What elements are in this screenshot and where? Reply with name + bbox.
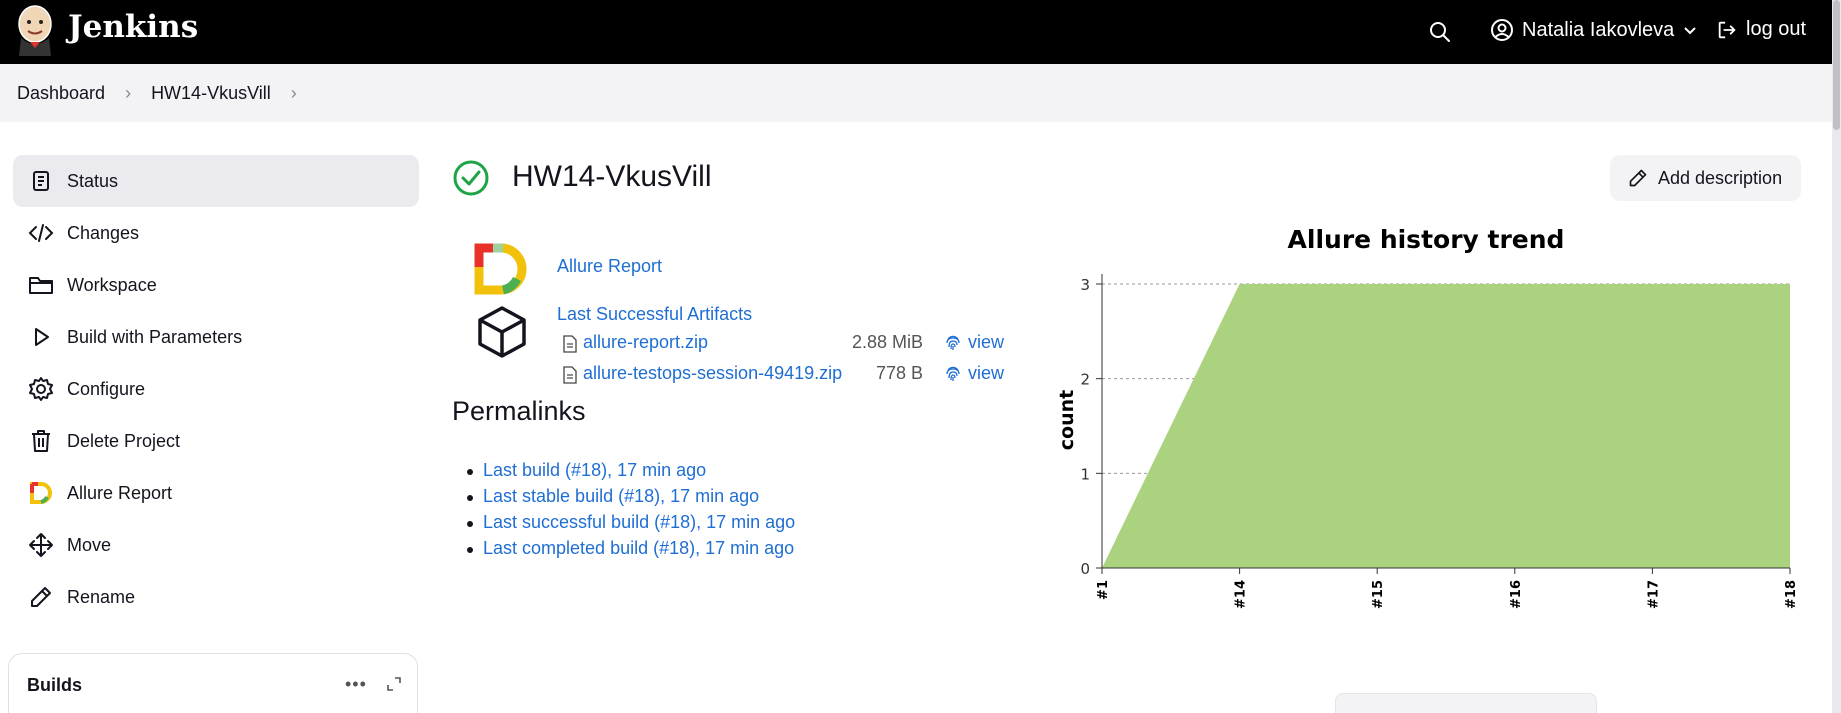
jenkins-logo[interactable] [15, 4, 55, 56]
x-tick-label: #17 [1646, 580, 1661, 609]
breadcrumb-project[interactable]: HW14-VkusVill [151, 82, 271, 103]
sidebar-item-label: Allure Report [67, 482, 173, 503]
chart-title: Allure history trend [1288, 225, 1565, 254]
y-tick-label: 3 [1080, 276, 1090, 294]
add-description-button[interactable]: Add description [1610, 155, 1801, 201]
file-icon [563, 366, 577, 389]
sidebar-item-label: Changes [67, 222, 140, 243]
y-tick-label: 0 [1080, 560, 1090, 578]
logout-label: log out [1746, 18, 1807, 40]
artifact-name[interactable]: allure-report.zip [583, 332, 709, 352]
code-icon [27, 219, 55, 247]
package-icon [474, 304, 530, 365]
top-header: Jenkins Natalia Iakovleva log out [0, 0, 1832, 64]
permalink-last-completed-build[interactable]: Last completed build (#18), 17 min ago [466, 538, 795, 564]
sidebar-item-label: Delete Project [67, 430, 181, 451]
allure-icon [27, 479, 55, 507]
add-description-label: Add description [1658, 167, 1783, 188]
more-options-icon[interactable]: ••• [345, 674, 367, 694]
sidebar-item-label: Workspace [67, 274, 157, 295]
page-title: HW14-VkusVill [512, 160, 712, 193]
fingerprint-icon[interactable] [944, 365, 962, 388]
floating-panel [1335, 693, 1597, 713]
artifact-name[interactable]: allure-testops-session-49419.zip [583, 363, 843, 383]
pencil-icon [27, 583, 55, 611]
builds-panel: Builds ••• [8, 653, 418, 713]
move-icon [27, 531, 55, 559]
artifact-row: allure-testops-session-49419.zip 778 B v… [563, 363, 1005, 389]
gear-icon [27, 375, 55, 403]
artifact-size: 778 B [875, 363, 923, 383]
user-name: Natalia Iakovleva [1522, 18, 1675, 41]
last-successful-artifacts-link[interactable]: Last Successful Artifacts [557, 304, 753, 324]
y-tick-label: 1 [1080, 465, 1090, 483]
chart-area-series [1102, 284, 1790, 568]
permalinks-heading: Permalinks [452, 396, 586, 426]
x-tick-label: #14 [1234, 580, 1249, 609]
x-tick-label: #1 [1096, 580, 1111, 600]
chevron-right-icon: › [125, 82, 132, 103]
x-tick-label: #18 [1784, 580, 1799, 609]
breadcrumb: Dashboard › HW14-VkusVill › [0, 64, 1832, 122]
artifact-view-link[interactable]: view [968, 332, 1005, 352]
sidebar-item-configure[interactable]: Configure [13, 363, 419, 415]
sidebar-item-label: Rename [67, 586, 136, 607]
user-icon [1491, 19, 1513, 41]
sidebar-item-build-with-parameters[interactable]: Build with Parameters [13, 311, 419, 363]
permalink-last-build[interactable]: Last build (#18), 17 min ago [466, 460, 795, 486]
sidebar-item-label: Status [67, 170, 119, 191]
builds-title: Builds [27, 675, 83, 695]
jenkins-wordmark[interactable]: Jenkins [68, 9, 199, 45]
play-icon [27, 323, 55, 351]
allure-history-trend-chart: Allure history trend count 0 1 2 3 #1 #14 #15… [1056, 225, 1799, 609]
x-tick-label: #16 [1509, 580, 1524, 609]
sidebar: Status Changes Workspace Build with Para… [13, 155, 419, 623]
scrollbar-thumb[interactable] [1833, 0, 1840, 130]
sidebar-item-allure-report[interactable]: Allure Report [13, 467, 419, 519]
permalink-last-stable-build[interactable]: Last stable build (#18), 17 min ago [466, 486, 795, 512]
jenkins-butler-icon [18, 5, 52, 56]
logout-icon [1718, 21, 1736, 38]
fingerprint-icon[interactable] [944, 334, 962, 357]
sidebar-item-changes[interactable]: Changes [13, 207, 419, 259]
file-icon [563, 335, 577, 358]
folder-icon [27, 271, 55, 299]
artifact-row: allure-report.zip 2.88 MiB view [563, 332, 1005, 358]
pencil-icon [1629, 169, 1647, 187]
sidebar-item-status[interactable]: Status [13, 155, 419, 207]
artifact-view-link[interactable]: view [968, 363, 1005, 383]
permalinks-list: Last build (#18), 17 min ago Last stable… [466, 460, 795, 564]
chevron-right-icon[interactable]: › [290, 82, 297, 103]
sidebar-item-label: Move [67, 534, 112, 555]
page-scrollbar[interactable] [1832, 0, 1841, 713]
sidebar-item-label: Configure [67, 378, 146, 399]
sidebar-item-rename[interactable]: Rename [13, 571, 419, 623]
sidebar-item-move[interactable]: Move [13, 519, 419, 571]
user-menu[interactable]: Natalia Iakovleva [1490, 18, 1698, 42]
sidebar-item-label: Build with Parameters [67, 326, 243, 347]
y-tick-label: 2 [1080, 371, 1090, 389]
status-icon [27, 167, 55, 195]
permalink-last-successful-build[interactable]: Last successful build (#18), 17 min ago [466, 512, 795, 538]
chart-y-axis-label: count [1056, 390, 1078, 450]
x-tick-label: #15 [1371, 580, 1386, 609]
breadcrumb-dashboard[interactable]: Dashboard [17, 82, 106, 103]
artifact-size: 2.88 MiB [851, 332, 923, 352]
search-icon[interactable] [1428, 20, 1452, 49]
logout-link[interactable]: log out [1716, 18, 1806, 41]
sidebar-item-workspace[interactable]: Workspace [13, 259, 419, 311]
allure-logo-icon[interactable] [473, 243, 529, 300]
expand-icon[interactable] [386, 676, 402, 697]
trash-icon [27, 427, 55, 455]
status-success-icon [452, 159, 490, 197]
allure-report-link[interactable]: Allure Report [557, 256, 663, 276]
chevron-down-icon [1684, 27, 1697, 35]
sidebar-item-delete-project[interactable]: Delete Project [13, 415, 419, 467]
